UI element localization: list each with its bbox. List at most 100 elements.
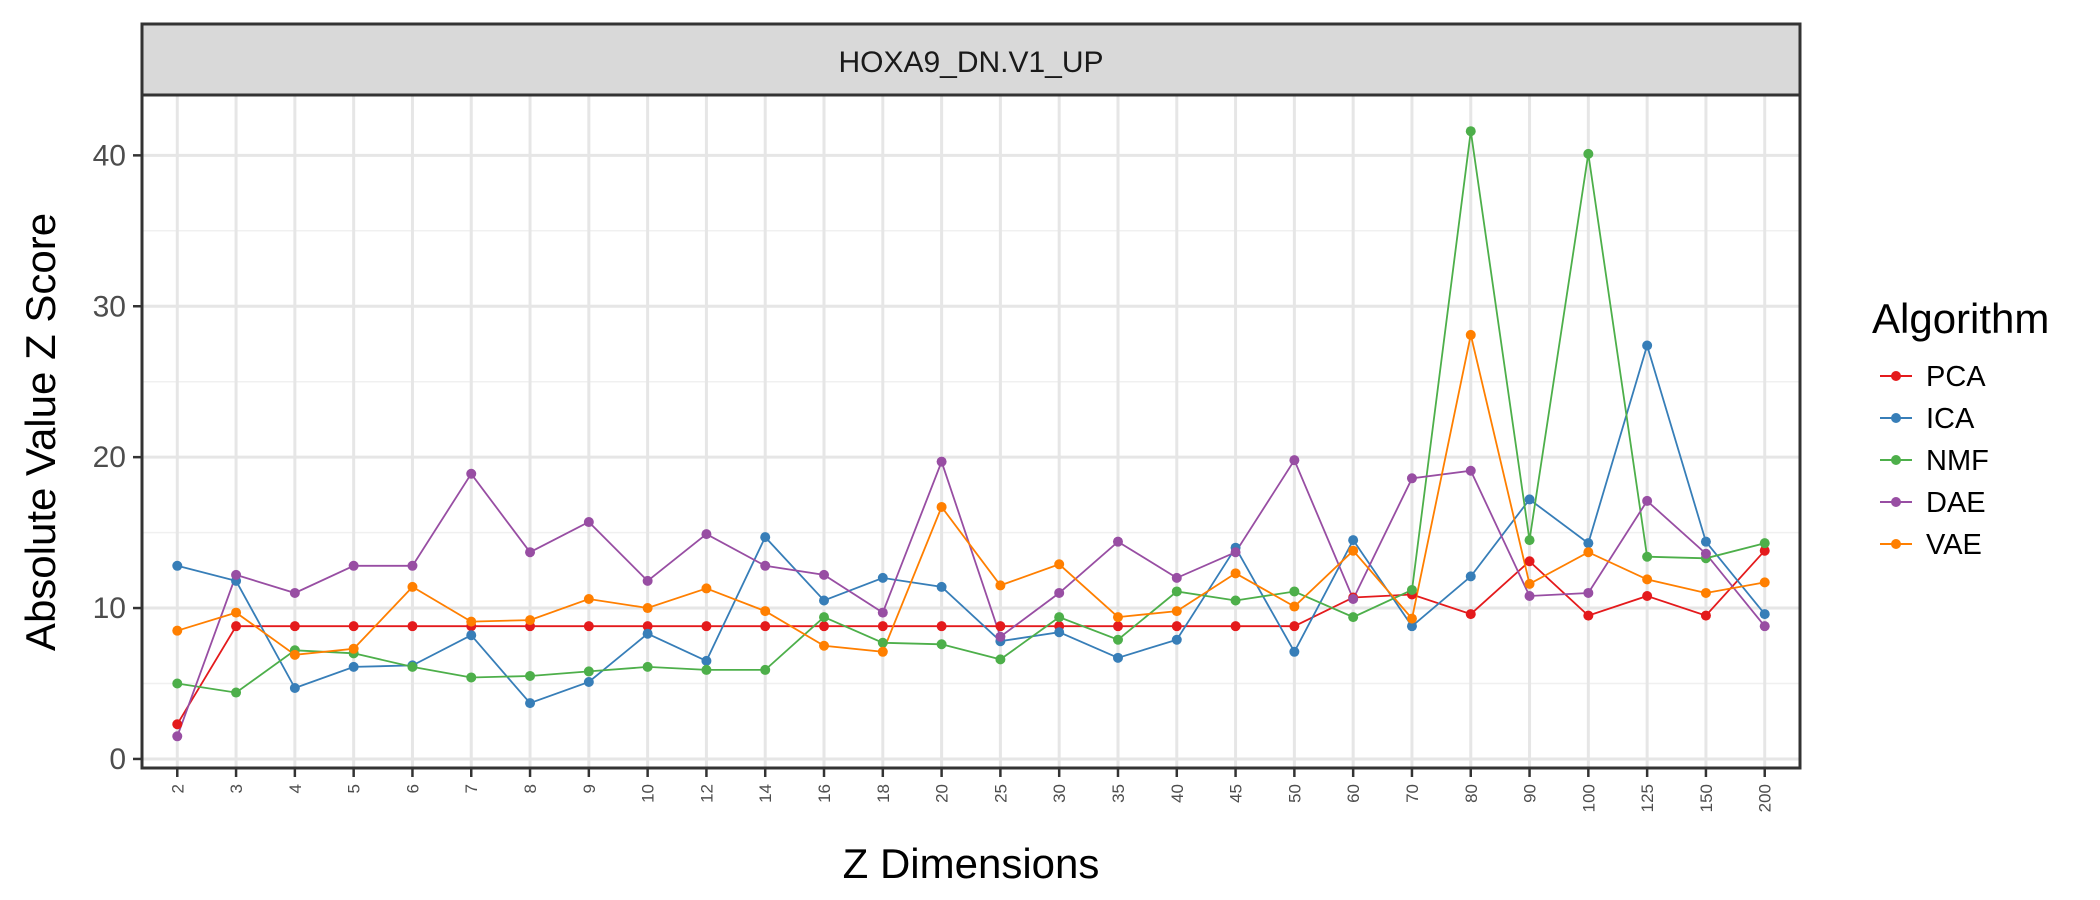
y-tick-label: 40 xyxy=(93,139,126,172)
data-point-dae xyxy=(1642,495,1653,506)
legend-key-point xyxy=(1891,455,1901,465)
data-point-ica xyxy=(1642,340,1653,351)
data-point-ica xyxy=(1054,627,1065,638)
data-point-dae xyxy=(819,569,830,580)
data-point-nmf xyxy=(1583,148,1594,159)
legend-key-point xyxy=(1891,371,1901,381)
series-points xyxy=(172,126,1770,742)
data-point-ica xyxy=(760,532,771,543)
x-tick-label: 25 xyxy=(991,784,1010,803)
data-point-dae xyxy=(348,560,359,571)
x-tick-label: 6 xyxy=(403,784,422,793)
data-point-vae xyxy=(760,606,771,617)
data-point-dae xyxy=(1348,593,1359,604)
data-point-nmf xyxy=(1171,586,1182,597)
data-point-vae xyxy=(1230,568,1241,579)
data-point-dae xyxy=(642,575,653,586)
data-point-nmf xyxy=(877,637,888,648)
y-tick-label: 0 xyxy=(109,743,126,776)
series-line-pca xyxy=(176,550,1766,725)
data-point-vae xyxy=(172,625,183,636)
data-point-nmf xyxy=(1289,586,1300,597)
series-lines xyxy=(176,131,1766,737)
data-point-ica xyxy=(172,560,183,571)
data-point-vae xyxy=(466,616,477,627)
x-tick-label: 30 xyxy=(1050,784,1069,803)
data-point-nmf xyxy=(525,670,536,681)
legend-label-pca: PCA xyxy=(1926,361,1986,393)
data-point-vae xyxy=(1171,606,1182,617)
legend-label-vae: VAE xyxy=(1926,529,1982,561)
y-axis-title: Absolute Value Z Score xyxy=(17,213,64,651)
data-point-vae xyxy=(583,593,594,604)
data-point-ica xyxy=(525,698,536,709)
x-tick-label: 9 xyxy=(580,784,599,793)
data-point-nmf xyxy=(172,678,183,689)
data-point-dae xyxy=(995,631,1006,642)
series-line-nmf xyxy=(177,131,1765,694)
data-point-nmf xyxy=(231,687,242,698)
x-tick-label: 150 xyxy=(1697,784,1716,812)
data-point-nmf xyxy=(1406,584,1417,595)
data-point-pca xyxy=(172,719,183,730)
data-point-vae xyxy=(1642,574,1653,585)
data-point-nmf xyxy=(995,654,1006,665)
data-point-vae xyxy=(936,501,947,512)
data-point-dae xyxy=(231,569,242,580)
data-point-pca xyxy=(995,621,1006,632)
data-point-ica xyxy=(1465,571,1476,582)
x-tick-label: 16 xyxy=(815,784,834,803)
data-point-vae xyxy=(348,643,359,654)
facet-strip xyxy=(140,22,1802,97)
data-point-vae xyxy=(1465,329,1476,340)
x-tick-label: 4 xyxy=(286,784,305,793)
data-point-pca xyxy=(1171,621,1182,632)
data-point-dae xyxy=(701,529,712,540)
data-point-dae xyxy=(1171,572,1182,583)
x-tick-label: 50 xyxy=(1285,784,1304,803)
data-point-nmf xyxy=(1524,535,1535,546)
data-point-dae xyxy=(1759,621,1770,632)
legend-label-dae: DAE xyxy=(1926,487,1986,519)
y-axis: 0 10 20 30 40 xyxy=(93,139,142,776)
data-point-ica xyxy=(877,572,888,583)
data-point-nmf xyxy=(1230,595,1241,606)
data-point-nmf xyxy=(1054,612,1065,623)
data-point-ica xyxy=(583,676,594,687)
data-point-vae xyxy=(1406,613,1417,624)
data-point-nmf xyxy=(407,661,418,672)
data-point-pca xyxy=(642,621,653,632)
data-point-dae xyxy=(1289,455,1300,466)
data-point-pca xyxy=(819,621,830,632)
data-point-ica xyxy=(1171,634,1182,645)
data-point-vae xyxy=(525,615,536,626)
data-point-pca xyxy=(289,621,300,632)
data-point-dae xyxy=(1700,548,1711,559)
data-point-dae xyxy=(1054,587,1065,598)
grid-lines xyxy=(142,95,1800,768)
data-point-pca xyxy=(231,621,242,632)
data-point-vae xyxy=(877,646,888,657)
data-point-vae xyxy=(1289,601,1300,612)
data-point-ica xyxy=(819,595,830,606)
data-point-vae xyxy=(407,581,418,592)
data-point-nmf xyxy=(1465,126,1476,137)
x-tick-label: 5 xyxy=(345,784,364,793)
x-tick-label: 20 xyxy=(933,784,952,803)
data-point-nmf xyxy=(760,664,771,675)
y-tick-label: 10 xyxy=(93,592,126,625)
data-point-pca xyxy=(936,621,947,632)
data-point-nmf xyxy=(936,639,947,650)
legend-key-point xyxy=(1891,497,1901,507)
x-tick-label: 35 xyxy=(1109,784,1128,803)
data-point-vae xyxy=(1524,578,1535,589)
data-point-nmf xyxy=(583,666,594,677)
data-point-dae xyxy=(1112,536,1123,547)
data-point-nmf xyxy=(701,664,712,675)
data-point-pca xyxy=(1465,609,1476,620)
data-point-nmf xyxy=(1642,551,1653,562)
data-point-vae xyxy=(289,649,300,660)
data-point-dae xyxy=(466,468,477,479)
legend: Algorithm PCA ICA NMF DAE VAE xyxy=(1872,295,2049,561)
legend-key-point xyxy=(1891,539,1901,549)
